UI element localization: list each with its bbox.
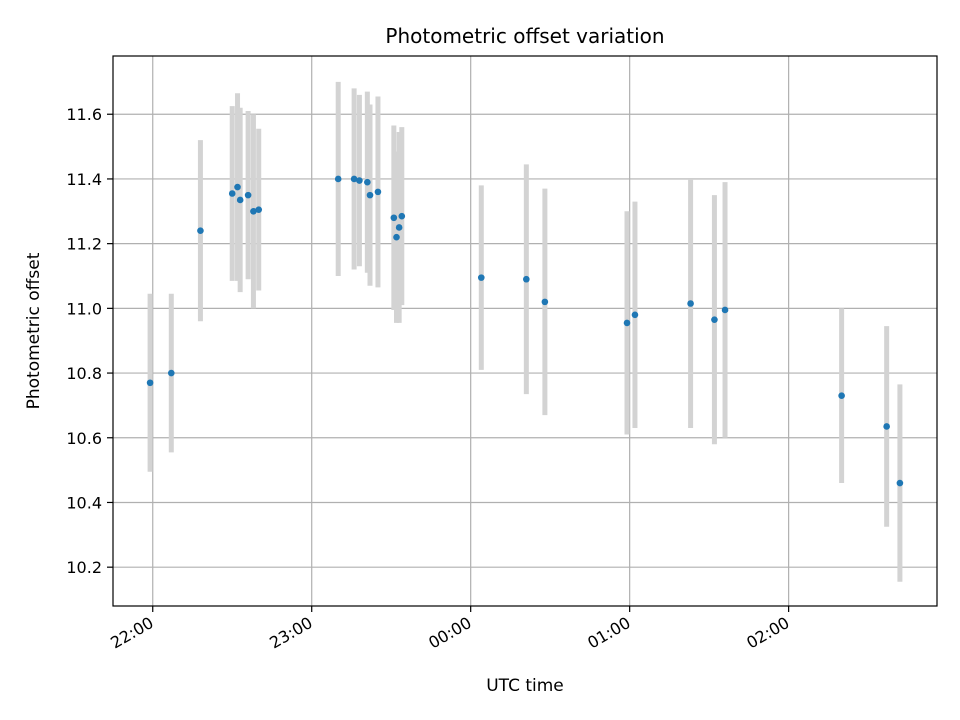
data-points	[146, 175, 904, 487]
data-point	[250, 207, 257, 215]
data-point	[631, 311, 639, 319]
y-tick-label: 10.6	[66, 429, 102, 448]
x-tick-label: 01:00	[584, 613, 633, 653]
y-tick-label: 11.6	[66, 105, 102, 124]
error-bars	[147, 81, 903, 582]
data-point	[523, 275, 530, 283]
y-tick-label: 11.4	[66, 170, 102, 189]
data-point	[687, 300, 694, 307]
y-tick-label: 10.2	[66, 558, 102, 577]
data-point	[711, 316, 718, 323]
data-point	[395, 224, 403, 231]
x-tick-label: 23:00	[266, 613, 315, 653]
data-point	[398, 212, 406, 220]
plot-frame	[112, 55, 938, 607]
y-axis-ticks: 10.2 10.4 10.6 10.8 11.0 11.2 11.4 11.6	[66, 105, 113, 577]
x-axis-ticks: 22:00 23:00 00:00 01:00 02:00	[107, 606, 793, 653]
data-point	[896, 479, 904, 487]
data-point	[477, 274, 485, 281]
y-tick-label: 11.0	[66, 299, 102, 318]
y-tick-label: 10.8	[66, 364, 102, 383]
data-point	[236, 196, 244, 204]
data-point	[244, 191, 252, 199]
data-point	[541, 298, 549, 306]
x-axis-label: UTC time	[486, 676, 564, 696]
data-point	[364, 178, 371, 186]
data-point	[228, 190, 236, 197]
x-tick-label: 00:00	[425, 613, 474, 653]
x-tick-label: 02:00	[743, 613, 792, 653]
data-point	[838, 392, 845, 400]
y-tick-label: 11.2	[66, 235, 102, 254]
data-point	[167, 369, 175, 377]
data-point	[393, 233, 400, 241]
data-point	[374, 188, 382, 196]
data-point	[334, 175, 342, 183]
x-tick-label: 22:00	[107, 613, 156, 653]
data-point	[366, 191, 374, 199]
data-point	[623, 319, 631, 327]
data-point	[883, 423, 890, 430]
data-point	[255, 206, 263, 213]
y-tick-label: 10.4	[66, 493, 102, 512]
data-point	[234, 183, 241, 191]
y-axis-label: Photometric offset	[24, 252, 44, 409]
data-point	[350, 175, 358, 183]
data-point	[721, 306, 729, 314]
chart-title: Photometric offset variation	[385, 24, 664, 48]
data-point	[390, 214, 398, 222]
data-point	[197, 227, 204, 235]
data-point	[146, 379, 154, 387]
data-point	[356, 177, 363, 184]
